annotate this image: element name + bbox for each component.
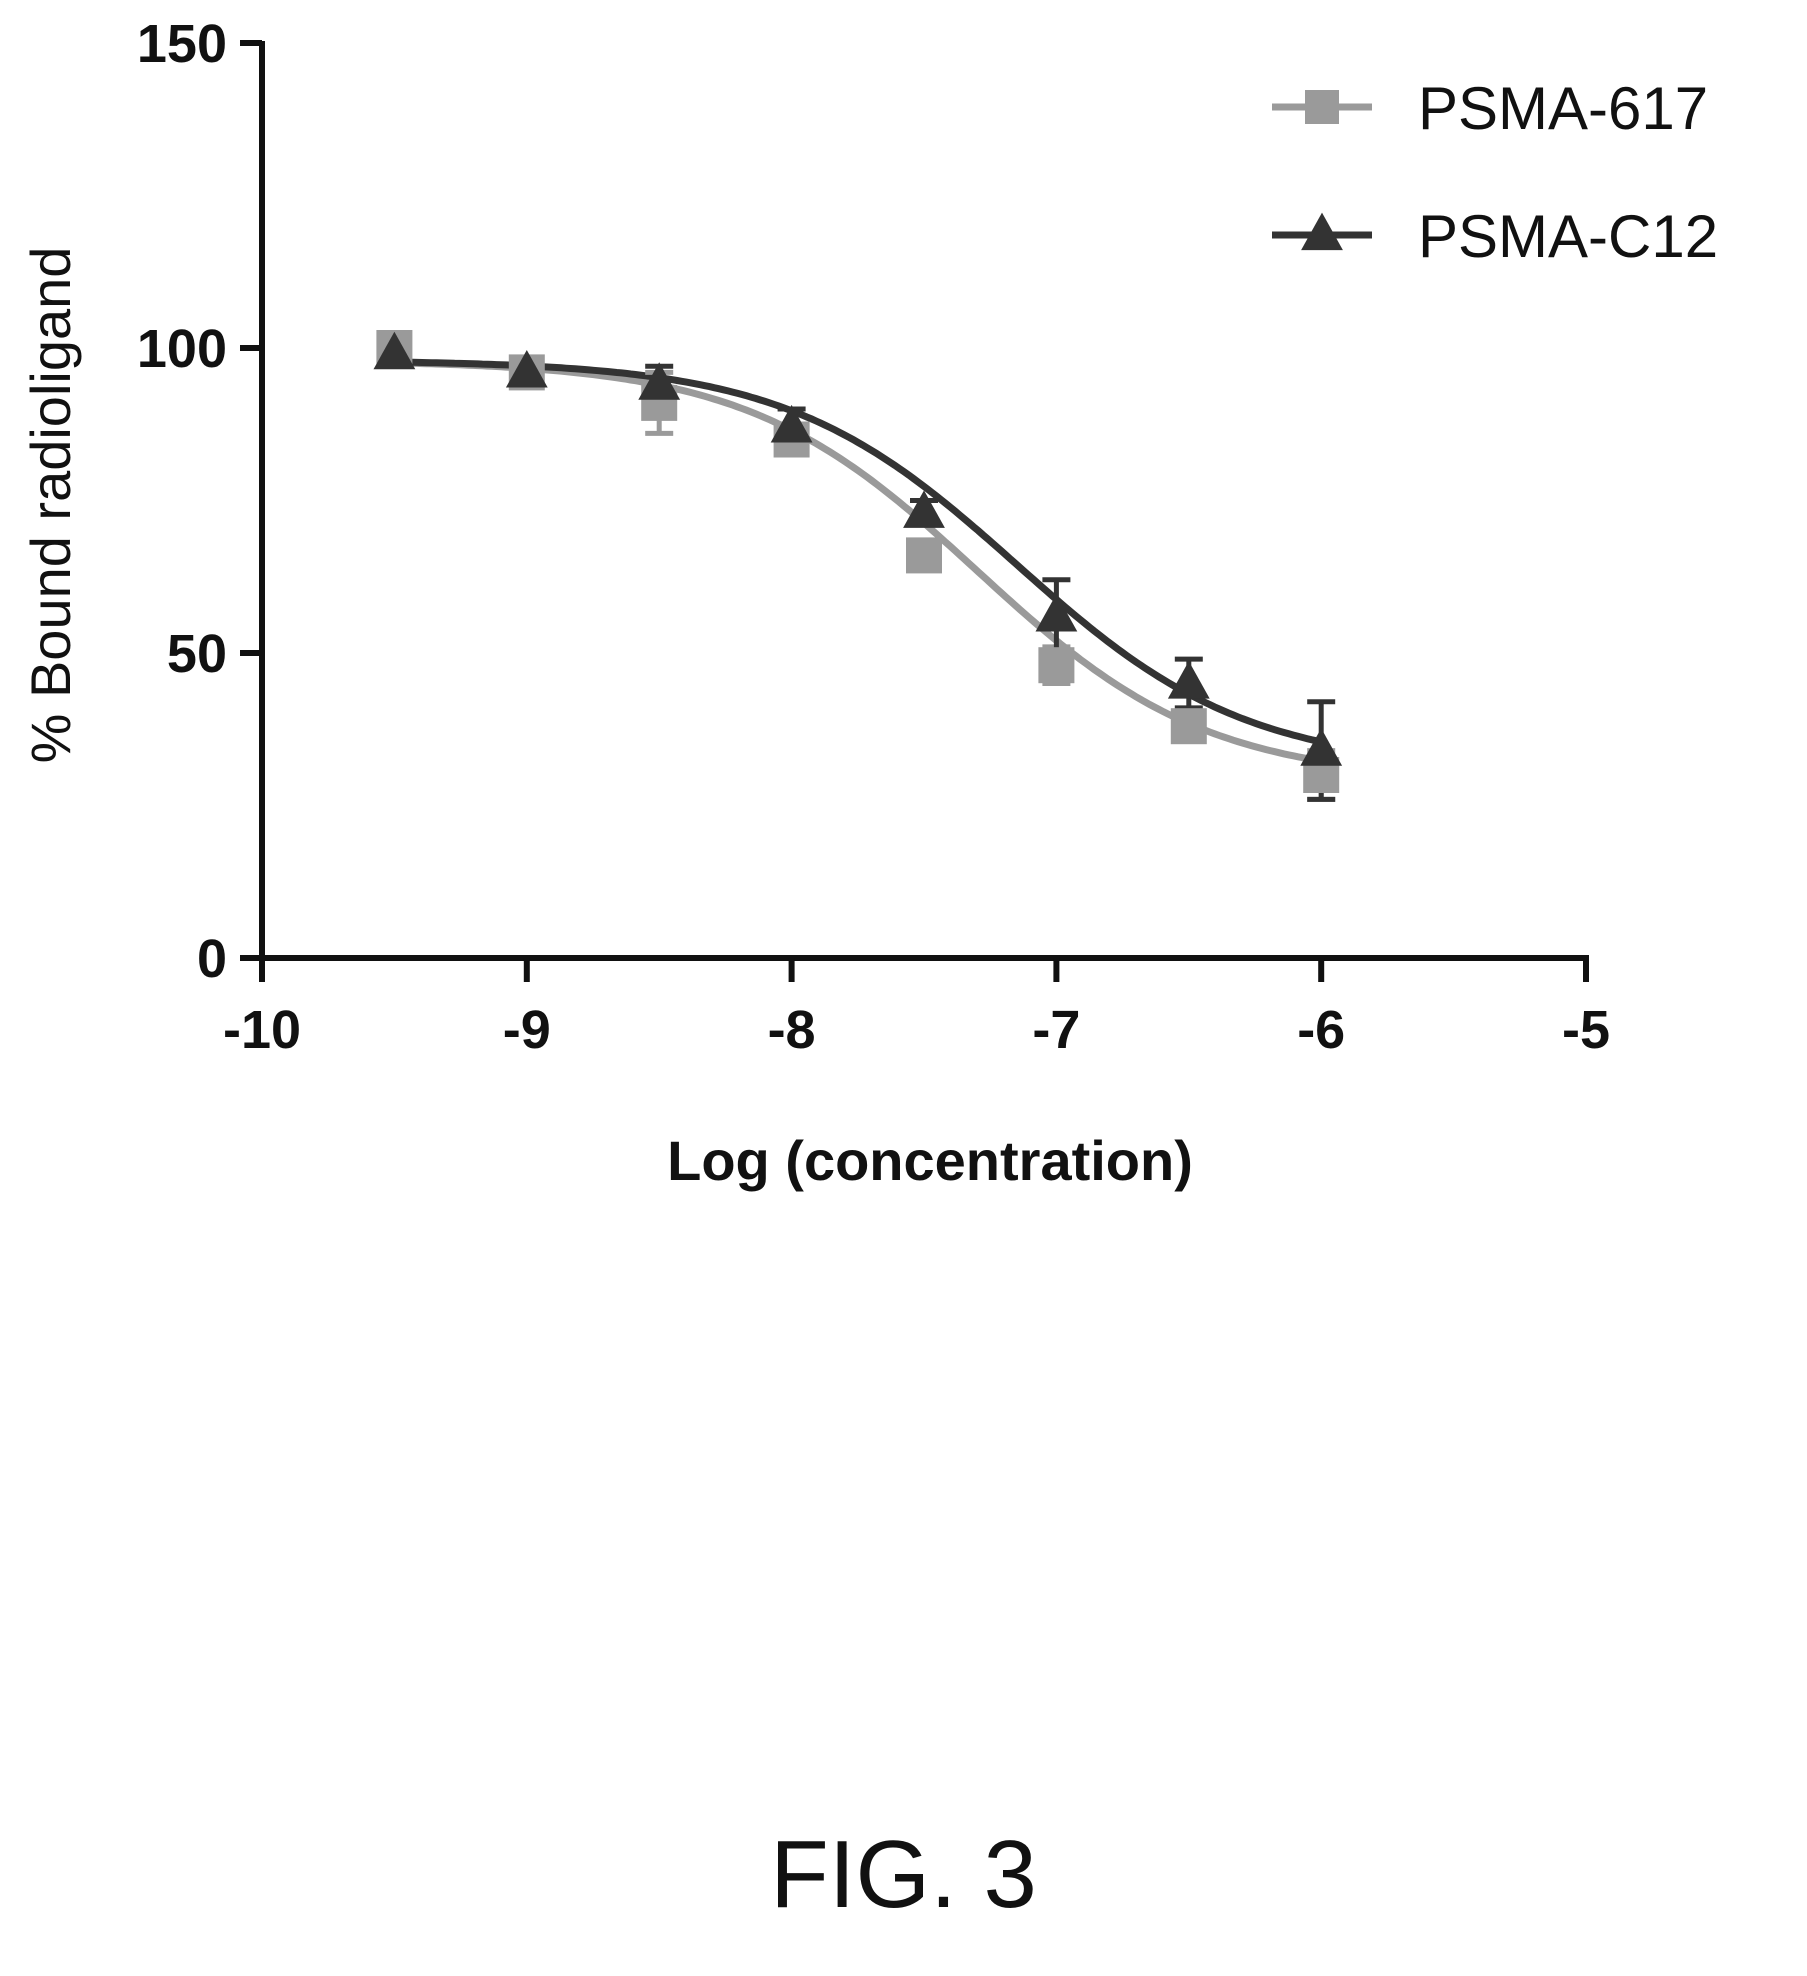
x-tick-label-5: -5 [1562,1000,1610,1060]
x-axis-title: Log (concentration) [667,1129,1193,1192]
point-1-7 [1300,728,1343,766]
y-tick-label-2: 100 [137,319,227,379]
point-0-4 [906,537,942,574]
x-tick-label-2: -8 [768,1000,816,1060]
legend-marker-1 [1301,212,1343,251]
point-1-5 [1035,594,1078,632]
legend-label-0: PSMA-617 [1418,75,1708,142]
legend-marker-0 [1305,90,1339,124]
data-points [373,330,1343,793]
x-tick-label-3: -7 [1032,1000,1080,1060]
axes: 0 50 100 150 -10 -9 -8 -7 -6 -5 [137,14,1610,1060]
point-1-2 [638,362,681,400]
point-0-5 [1038,647,1075,684]
y-tick-label-1: 50 [167,624,227,684]
x-tick-label-4: -6 [1297,1000,1345,1060]
legend: PSMA-617 PSMA-C12 [1272,75,1718,270]
legend-label-1: PSMA-C12 [1418,203,1718,270]
point-1-0 [373,331,416,370]
figure-caption: FIG. 3 [770,1821,1037,1928]
point-1-3 [770,404,813,443]
fit-curve-0 [394,359,1322,765]
y-tick-label-0: 0 [197,929,227,989]
point-1-1 [505,350,548,388]
point-1-4 [903,490,945,528]
point-0-6 [1170,708,1207,745]
x-tick-label-1: -9 [503,1000,551,1060]
point-1-6 [1167,661,1210,699]
y-tick-label-3: 150 [137,14,227,74]
x-tick-label-0: -10 [223,1000,301,1060]
fit-curves [394,358,1323,765]
y-axis-title: % Bound radioligand [19,247,82,764]
fit-curve-1 [394,358,1323,746]
